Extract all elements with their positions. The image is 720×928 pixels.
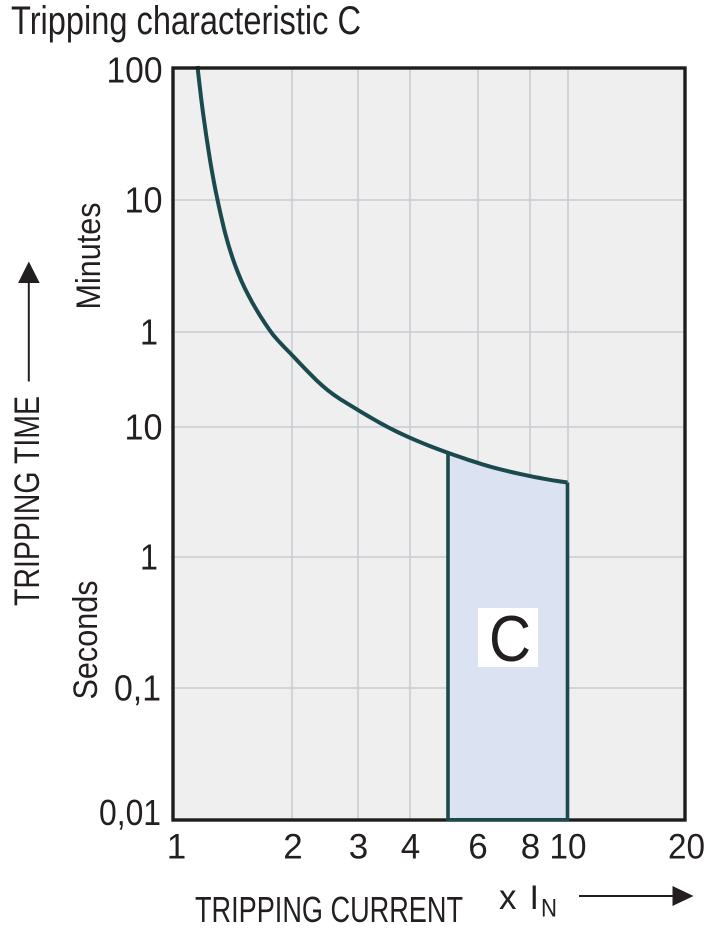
svg-text:1: 1	[140, 537, 158, 578]
svg-text:4: 4	[401, 828, 420, 867]
svg-text:I: I	[530, 879, 539, 917]
svg-text:x: x	[499, 878, 517, 917]
svg-text:TRIPPING CURRENT: TRIPPING CURRENT	[195, 889, 463, 928]
svg-text:Minutes: Minutes	[70, 203, 108, 310]
svg-text:0,01: 0,01	[99, 792, 161, 833]
svg-text:0,1: 0,1	[114, 668, 161, 709]
svg-text:8: 8	[521, 828, 540, 867]
svg-text:2: 2	[283, 828, 302, 867]
svg-text:10: 10	[125, 407, 163, 448]
svg-text:TRIPPING TIME: TRIPPING TIME	[8, 396, 47, 606]
svg-text:C: C	[489, 602, 531, 675]
svg-text:3: 3	[349, 828, 368, 867]
svg-text:1: 1	[140, 312, 158, 353]
svg-text:10: 10	[550, 828, 587, 867]
svg-text:6: 6	[468, 828, 487, 867]
svg-text:1: 1	[167, 828, 186, 867]
svg-text:10: 10	[125, 180, 163, 221]
svg-text:Tripping characteristic C: Tripping characteristic C	[11, 0, 361, 43]
svg-text:100: 100	[107, 50, 163, 91]
svg-text:N: N	[541, 895, 557, 923]
svg-text:20: 20	[668, 828, 705, 867]
svg-text:Seconds: Seconds	[67, 581, 105, 700]
